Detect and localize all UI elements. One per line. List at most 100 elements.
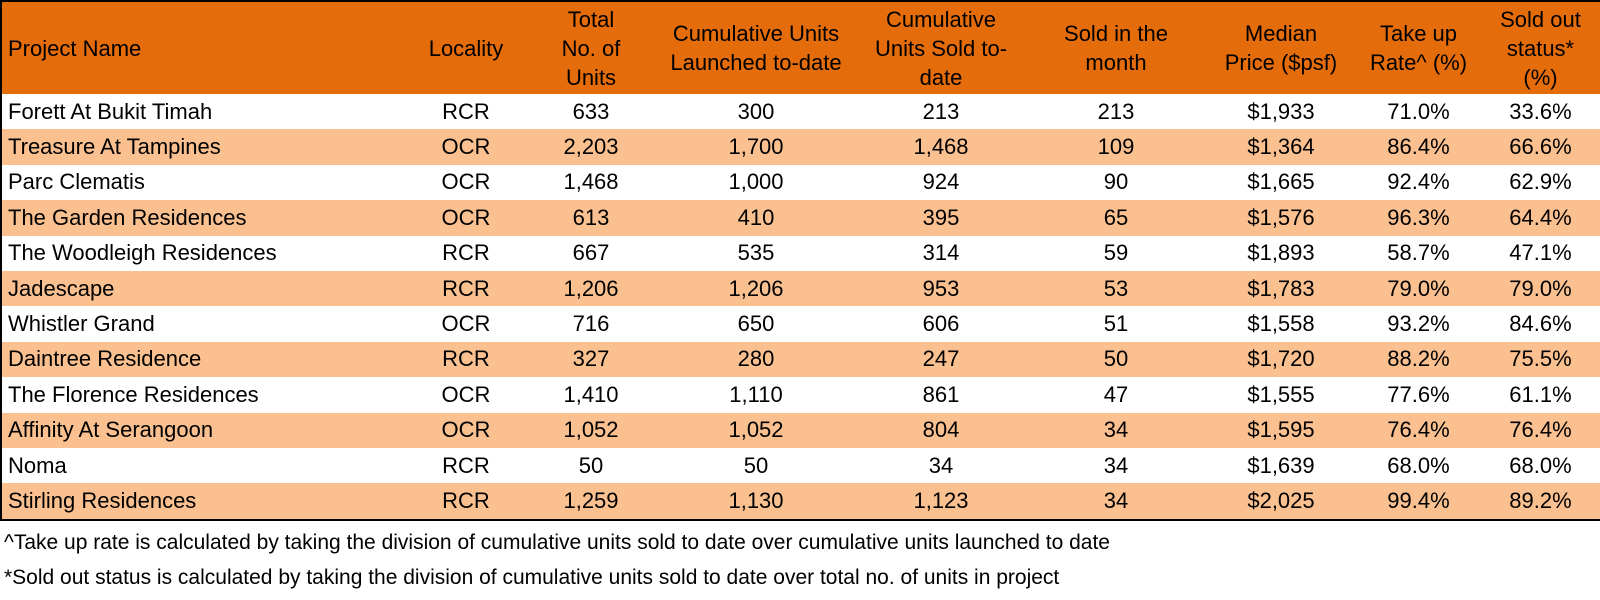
table-cell: OCR [441, 381, 491, 407]
project-name: Forett At Bukit Timah [8, 98, 213, 124]
table-cell: 96.3% [1356, 200, 1481, 236]
table-cell: RCR [442, 98, 490, 124]
table-cell: 68.0% [1387, 452, 1450, 478]
project-name: The Garden Residences [1, 200, 406, 236]
table-cell: 410 [656, 200, 856, 236]
table-cell: 300 [737, 98, 775, 124]
table-cell: 51 [1103, 311, 1129, 337]
table-cell: 213 [922, 98, 960, 124]
table-cell: $1,783 [1206, 270, 1356, 307]
column-header: Take up Rate^ (%) [1356, 1, 1481, 94]
table-cell: 76.4% [1356, 412, 1481, 448]
table-cell: 606 [922, 311, 960, 337]
table-row: Whistler Grand OCR 716 650 606 51 $1,558 93.2% 8… [1, 306, 1600, 341]
table-row: The Garden Residences OCR 613 410 395 65 $1,57… [1, 200, 1600, 236]
table-cell: $1,893 [1247, 240, 1315, 266]
table-cell: $1,639 [1247, 452, 1315, 478]
table-cell: 34 [1026, 412, 1206, 448]
table-cell: 47.1% [1509, 240, 1572, 266]
table-cell: 804 [856, 412, 1026, 448]
column-header: Cumulative Units Sold to- date [856, 1, 1026, 94]
table-cell: 716 [572, 311, 610, 337]
table-cell: 34 [928, 452, 954, 478]
table-cell: OCR [406, 200, 526, 236]
table-cell: 79.0% [1356, 270, 1481, 307]
column-header: Sold in the month [1026, 1, 1206, 94]
table-row: The Florence Residences OCR 1,410 1,110 861 4… [1, 377, 1600, 412]
table-cell: OCR [406, 412, 526, 448]
table-cell: 84.6% [1509, 311, 1572, 337]
table-row: Noma RCR 50 50 34 34 $1,639 68.0% 68.0% [1, 448, 1600, 483]
table-cell: OCR [441, 311, 491, 337]
sales-table: Project Name Locality Total No. of Units Cu… [0, 0, 1600, 521]
table-cell: 71.0% [1387, 98, 1450, 124]
project-name: Whistler Grand [8, 311, 155, 337]
table-cell: 79.0% [1481, 270, 1600, 307]
table-cell: 75.5% [1481, 341, 1600, 378]
table-cell: 109 [1026, 129, 1206, 165]
table-cell: 1,052 [656, 412, 856, 448]
table-cell: 613 [526, 200, 656, 236]
table-cell: 77.6% [1387, 381, 1450, 407]
table-cell: RCR [442, 240, 490, 266]
table-cell: 50 [1026, 341, 1206, 378]
project-name: The Woodleigh Residences [8, 240, 277, 266]
table-row: Parc Clematis OCR 1,468 1,000 924 90 $1,665 92.… [1, 165, 1600, 200]
table-cell: 1,206 [656, 270, 856, 307]
table-row: Daintree Residence RCR 327 280 247 50 $1,720 88… [1, 341, 1600, 378]
table-cell: 90 [1103, 169, 1129, 195]
table-cell: 650 [737, 311, 775, 337]
table-cell: 1,468 [563, 169, 619, 195]
table-row: Stirling Residences RCR 1,259 1,130 1,123 34 $… [1, 483, 1600, 520]
table-cell: 633 [572, 98, 610, 124]
table-cell: 395 [856, 200, 1026, 236]
table-cell: RCR [442, 452, 490, 478]
table-cell: 92.4% [1387, 169, 1450, 195]
table-cell: 861 [922, 381, 960, 407]
table-cell: 53 [1026, 270, 1206, 307]
table-cell: 314 [922, 240, 960, 266]
table-cell: 50 [743, 452, 769, 478]
table-cell: 86.4% [1356, 129, 1481, 165]
table-row: Jadescape RCR 1,206 1,206 953 53 $1,783 79.0% 79… [1, 270, 1600, 307]
table-cell: 1,410 [563, 381, 619, 407]
table-cell: 88.2% [1356, 341, 1481, 378]
table-cell: RCR [406, 270, 526, 307]
table-body: Forett At Bukit Timah RCR 633 300 213 213 $1,9… [1, 94, 1600, 520]
table-cell: $1,933 [1247, 98, 1315, 124]
column-header: Sold out status* (%) [1481, 1, 1600, 94]
table-cell: 247 [856, 341, 1026, 378]
table-cell: 1,000 [728, 169, 784, 195]
table-cell: 1,468 [856, 129, 1026, 165]
table-cell: OCR [441, 169, 491, 195]
table-cell: $1,576 [1206, 200, 1356, 236]
table-cell: 68.0% [1509, 452, 1572, 478]
table-cell: RCR [406, 341, 526, 378]
table-cell: 1,259 [526, 483, 656, 520]
column-header: Cumulative Units Launched to-date [656, 1, 856, 94]
table-cell: 280 [656, 341, 856, 378]
table-cell: 47 [1103, 381, 1129, 407]
table-cell: 65 [1026, 200, 1206, 236]
table-cell: 62.9% [1509, 169, 1572, 195]
project-name: Jadescape [1, 270, 406, 307]
project-name: Treasure At Tampines [1, 129, 406, 165]
table-row: Forett At Bukit Timah RCR 633 300 213 213 $1,9… [1, 94, 1600, 129]
footnote: ^Take up rate is calculated by taking th… [4, 530, 1110, 554]
table-cell: $1,364 [1206, 129, 1356, 165]
column-header: Median Price ($psf) [1206, 1, 1356, 94]
footnote: *Sold out status is calculated by taking… [4, 565, 1060, 589]
table-cell: $1,720 [1206, 341, 1356, 378]
column-header: Project Name [1, 1, 406, 94]
project-name: Parc Clematis [8, 169, 145, 195]
table-cell: 93.2% [1387, 311, 1450, 337]
table-cell: 89.2% [1481, 483, 1600, 520]
table-cell: RCR [406, 483, 526, 520]
column-header: Total No. of Units [526, 1, 656, 94]
column-header: Locality [406, 1, 526, 94]
table-row: Affinity At Serangoon OCR 1,052 1,052 804 34 $… [1, 412, 1600, 448]
table-cell: 213 [1097, 98, 1135, 124]
table-cell: 76.4% [1481, 412, 1600, 448]
table-cell: $1,595 [1206, 412, 1356, 448]
